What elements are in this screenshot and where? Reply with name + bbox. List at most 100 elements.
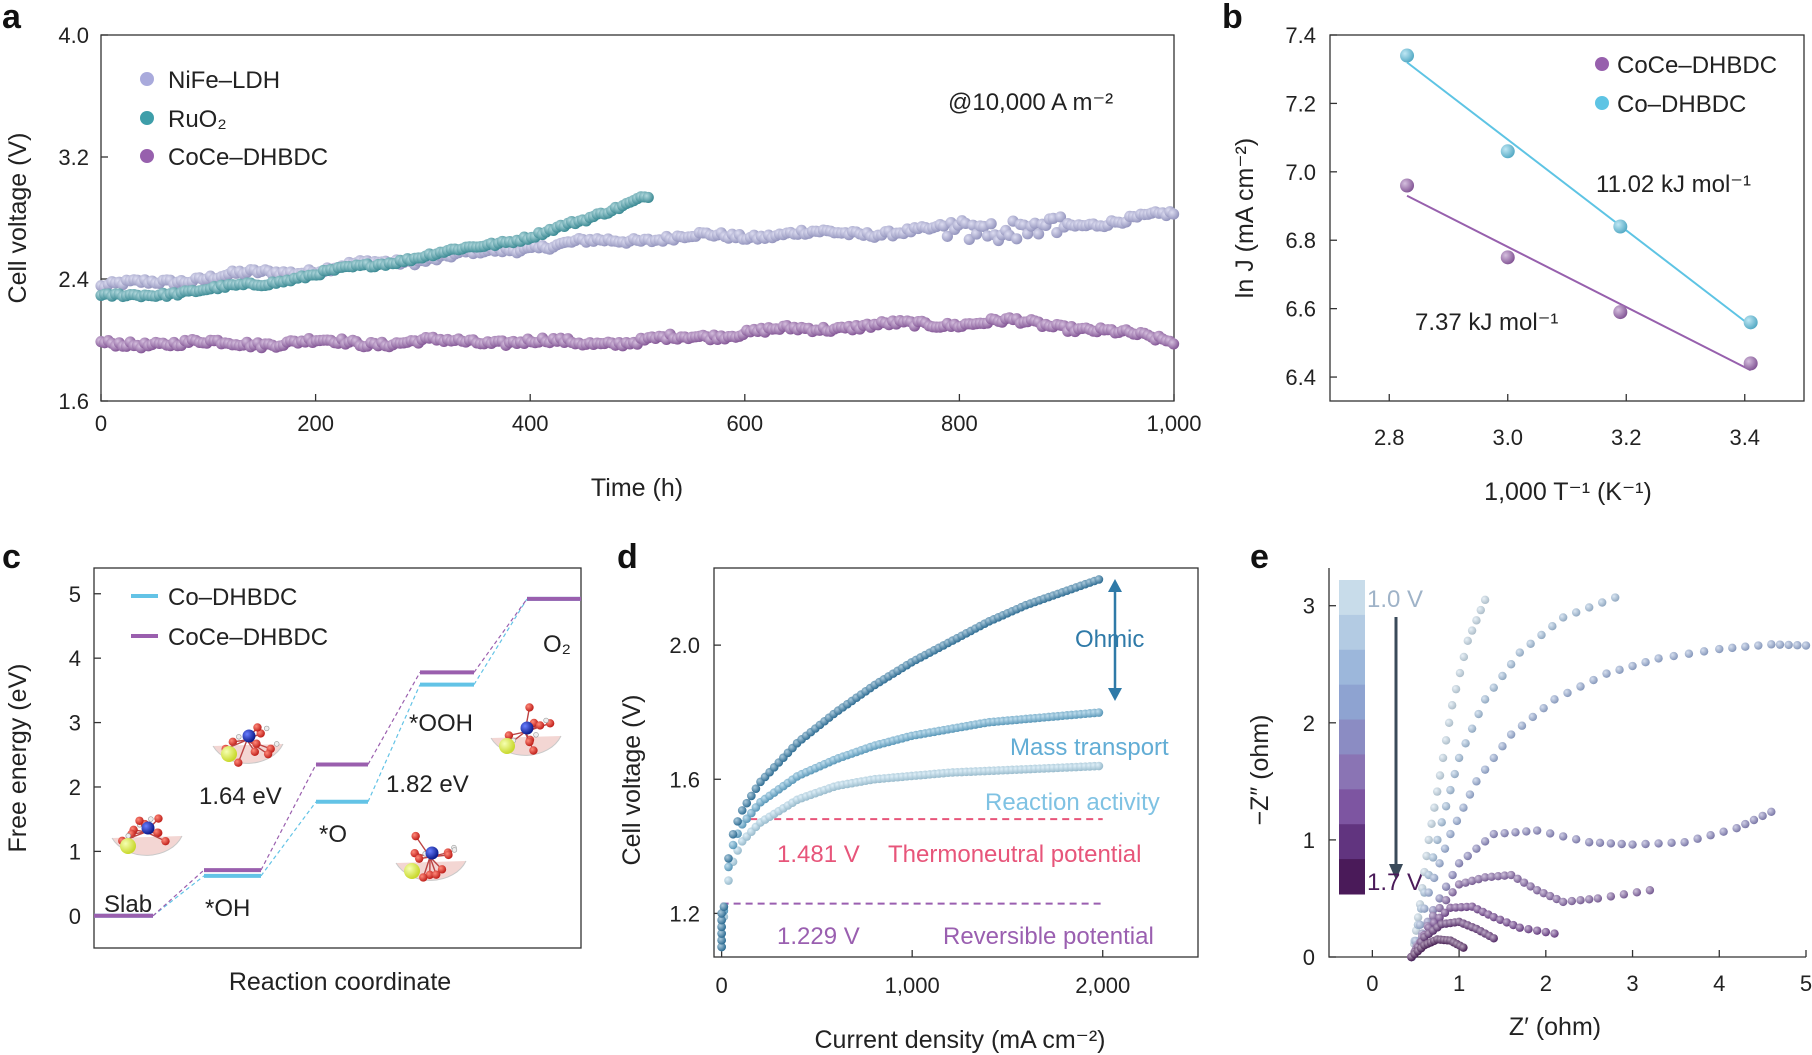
- data-point-e: [1415, 920, 1425, 929]
- data-point-e: [1628, 661, 1637, 671]
- data-point-e: [1489, 683, 1498, 692]
- legend-a-marker-ruo2: [140, 111, 154, 125]
- data-point-e: [1446, 829, 1455, 839]
- data-point-e: [1576, 896, 1585, 905]
- step-label-o: *O: [319, 821, 347, 848]
- data-point-e: [1441, 882, 1451, 891]
- axes-c: 0 1 2 3 4 5: [69, 582, 101, 929]
- data-point-a: [1167, 208, 1180, 220]
- series-e-7: [1407, 935, 1468, 962]
- xtick-label-a: 1,000: [1146, 411, 1201, 436]
- molecule-illustrations: [111, 703, 562, 882]
- legend-c-co: Co–DHBDC: [168, 584, 297, 611]
- data-point-e: [1515, 923, 1525, 932]
- data-point-e: [1430, 803, 1439, 812]
- label-mass-transport: Mass transport: [1010, 734, 1169, 761]
- oxygen-atom: [419, 873, 428, 882]
- data-point-d: [737, 806, 747, 815]
- data-point-e: [1532, 886, 1542, 895]
- data-point-e: [1749, 815, 1759, 825]
- ytick-label-d: 1.2: [669, 901, 700, 926]
- data-point-e: [1667, 838, 1676, 848]
- data-point-b: [1400, 178, 1415, 193]
- data-point-e: [1513, 874, 1522, 884]
- data-point-e: [1597, 598, 1607, 607]
- data-point-e: [1680, 838, 1689, 847]
- data-point-e: [1595, 838, 1605, 848]
- oxygen-atom: [253, 723, 262, 732]
- label-thermoneutral-value: 1.481 V: [777, 841, 860, 868]
- ohmic-arrow: [1108, 579, 1122, 701]
- legend-c: Co–DHBDC CoCe–DHBDC: [131, 584, 328, 651]
- data-point-e: [1489, 829, 1498, 839]
- data-point-e: [1728, 643, 1737, 653]
- data-point-e: [1509, 920, 1518, 930]
- xtick-label-a: 200: [297, 411, 334, 436]
- data-point-e: [1467, 626, 1477, 635]
- data-point-e: [1498, 742, 1507, 751]
- cerium-atom: [404, 863, 420, 879]
- data-point-e: [1435, 771, 1445, 780]
- ylabel-a: Cell voltage (V): [4, 133, 32, 304]
- xtick-label-a: 0: [95, 411, 107, 436]
- data-point-e: [1741, 642, 1750, 651]
- oxygen-atom: [252, 739, 261, 748]
- colorbar-swatch: [1339, 719, 1365, 755]
- data-point-e: [1558, 832, 1568, 841]
- data-point-e: [1441, 736, 1451, 745]
- xtick-label-e: 5: [1800, 971, 1812, 996]
- oxygen-atom: [411, 831, 420, 841]
- ylabel-b: ln J (mA cm⁻²): [1231, 138, 1259, 298]
- xlabel-e: Z′ (ohm): [1509, 1013, 1601, 1041]
- colorbar-swatch: [1339, 614, 1365, 651]
- data-point-e: [1437, 818, 1446, 827]
- legend-b-coce: CoCe–DHBDC: [1617, 52, 1777, 79]
- data-point-e: [1541, 927, 1551, 937]
- data-point-e: [1545, 891, 1555, 901]
- data-point-e: [1615, 665, 1624, 675]
- data-point-e: [1465, 790, 1475, 799]
- plot-frame-d: [713, 567, 1199, 958]
- data-point-e: [1472, 777, 1481, 786]
- data-point-e: [1489, 934, 1498, 943]
- data-point-e: [1428, 853, 1438, 862]
- data-point-e: [1422, 851, 1431, 861]
- data-point-e: [1793, 641, 1802, 650]
- panel-b: b 2.8 3.0 3.2 3.4 6.4 6.6 6.8 7.0 7.2 7.4 CoCe–DH…: [1222, 0, 1805, 506]
- ytick-label-c: 5: [69, 582, 81, 607]
- data-point-e: [1435, 913, 1444, 922]
- data-point-e: [1428, 911, 1438, 921]
- connector-c: [152, 875, 205, 917]
- series-a-0: [95, 206, 1180, 293]
- oxygen-atom: [234, 758, 243, 767]
- data-point-e: [1584, 895, 1594, 904]
- label-thermoneutral: Thermoneutral potential: [888, 841, 1141, 868]
- ytick-label-b: 7.0: [1285, 160, 1316, 185]
- data-point-e: [1424, 835, 1433, 845]
- ytick-label-d: 1.6: [669, 767, 700, 792]
- data-point-e: [1452, 816, 1462, 826]
- data-point-e: [1584, 603, 1594, 612]
- data-point-e: [1584, 838, 1594, 847]
- axes-a: 0 200 400 600 800 1,000 1.6 2.4 3.2 4.0: [58, 23, 1201, 436]
- data-point-e: [1506, 870, 1516, 880]
- xtick-label-d: 2,000: [1075, 973, 1130, 998]
- data-point-e: [1801, 641, 1811, 650]
- data-point-e: [1645, 886, 1655, 895]
- connector-c: [473, 598, 528, 673]
- data-point-d: [724, 876, 733, 885]
- legend-b-co: Co–DHBDC: [1617, 91, 1746, 118]
- legend-b: CoCe–DHBDC Co–DHBDC: [1595, 52, 1777, 118]
- series-d-0: [717, 575, 1104, 952]
- data-point-e: [1496, 915, 1505, 925]
- data-point-e: [1758, 811, 1767, 821]
- molecule-1: [212, 723, 284, 767]
- data-point-e: [1461, 739, 1470, 748]
- molecule-0: [111, 814, 183, 856]
- data-point-e: [1571, 835, 1581, 844]
- data-point-d: [717, 942, 726, 952]
- oxygen-atom: [425, 870, 434, 880]
- molecule-2: [395, 831, 467, 882]
- data-point-e: [1641, 658, 1650, 667]
